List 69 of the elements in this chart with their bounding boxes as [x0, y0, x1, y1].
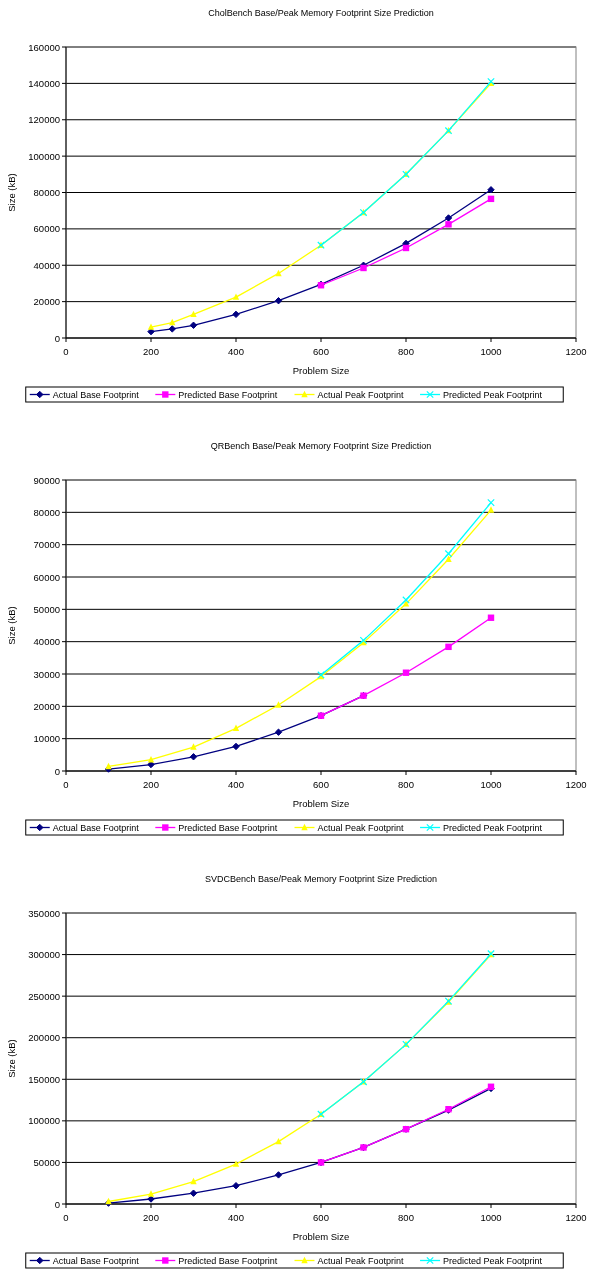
x-tick-label: 400: [228, 1212, 244, 1223]
y-tick-label: 20000: [33, 700, 60, 712]
y-tick-label: 200000: [28, 1032, 60, 1044]
x-tick-label: 800: [398, 346, 414, 357]
legend-label: Actual Peak Footprint: [317, 823, 405, 833]
x-tick-label: 1200: [565, 346, 587, 357]
legend-label: Predicted Base Footprint: [178, 390, 278, 400]
legend-label: Actual Base Footprint: [52, 823, 140, 833]
chart-title: CholBench Base/Peak Memory Footprint Size Prediction: [208, 8, 434, 18]
x-tick-label: 600: [313, 1212, 329, 1223]
y-tick-label: 350000: [28, 907, 60, 919]
x-tick-label: 1200: [565, 779, 587, 790]
y-tick-label: 70000: [33, 539, 60, 551]
y-tick-label: 0: [54, 765, 60, 777]
y-tick-label: 50000: [33, 603, 60, 615]
y-tick-label: 120000: [28, 114, 60, 126]
legend-label: Actual Base Footprint: [52, 1256, 140, 1266]
chart-title: SVDCBench Base/Peak Memory Footprint Size Prediction: [204, 874, 438, 884]
legend-label: Predicted Base Footprint: [178, 823, 278, 833]
y-tick-label: 0: [54, 332, 60, 344]
y-tick-label: 100000: [28, 150, 60, 162]
legend-label: Predicted Peak Footprint: [443, 823, 543, 833]
y-axis-title: Size (kB): [6, 1039, 17, 1078]
legend-label: Predicted Base Footprint: [178, 1256, 278, 1266]
x-tick-label: 200: [143, 779, 159, 790]
legend-label: Actual Peak Footprint: [317, 390, 405, 400]
x-tick-label: 1000: [480, 346, 502, 357]
y-axis-title: Size (kB): [6, 606, 17, 645]
x-tick-label: 800: [398, 1212, 414, 1223]
y-tick-label: 160000: [28, 41, 60, 53]
y-tick-label: 10000: [33, 733, 60, 745]
y-tick-label: 40000: [33, 636, 60, 648]
legend-label: Predicted Peak Footprint: [443, 1256, 543, 1266]
y-tick-label: 140000: [28, 77, 60, 89]
y-axis-title: Size (kB): [6, 173, 17, 212]
legend-label: Predicted Peak Footprint: [443, 390, 543, 400]
x-tick-label: 200: [143, 346, 159, 357]
x-tick-label: 200: [143, 1212, 159, 1223]
y-tick-label: 60000: [33, 223, 60, 235]
y-tick-label: 0: [54, 1198, 60, 1210]
y-tick-label: 90000: [33, 474, 60, 486]
y-tick-label: 150000: [28, 1073, 60, 1085]
x-axis-title: Problem Size: [292, 798, 350, 809]
x-tick-label: 1000: [480, 1212, 502, 1223]
y-tick-label: 250000: [28, 990, 60, 1002]
x-axis-title: Problem Size: [292, 1231, 350, 1242]
chart-title: QRBench Base/Peak Memory Footprint Size Prediction: [210, 441, 432, 451]
y-tick-label: 300000: [28, 949, 60, 961]
legend-label: Actual Base Footprint: [52, 390, 140, 400]
y-tick-label: 60000: [33, 571, 60, 583]
y-tick-label: 20000: [33, 296, 60, 308]
y-tick-label: 80000: [33, 187, 60, 198]
legend-label: Actual Peak Footprint: [317, 1256, 405, 1266]
x-tick-label: 400: [228, 346, 244, 357]
x-tick-label: 800: [398, 779, 414, 790]
x-tick-label: 600: [313, 346, 329, 357]
x-axis-title: Problem Size: [292, 365, 350, 376]
x-tick-label: 400: [228, 779, 244, 790]
x-tick-label: 0: [63, 1212, 69, 1223]
x-tick-label: 0: [63, 346, 69, 357]
y-tick-label: 80000: [33, 506, 60, 518]
y-tick-label: 40000: [33, 259, 60, 271]
y-tick-label: 30000: [33, 668, 60, 680]
x-tick-label: 1000: [480, 779, 502, 790]
y-tick-label: 100000: [28, 1115, 60, 1127]
x-tick-label: 0: [63, 779, 69, 790]
y-tick-label: 50000: [33, 1156, 60, 1168]
x-tick-label: 600: [313, 779, 329, 790]
x-tick-label: 1200: [565, 1212, 587, 1223]
